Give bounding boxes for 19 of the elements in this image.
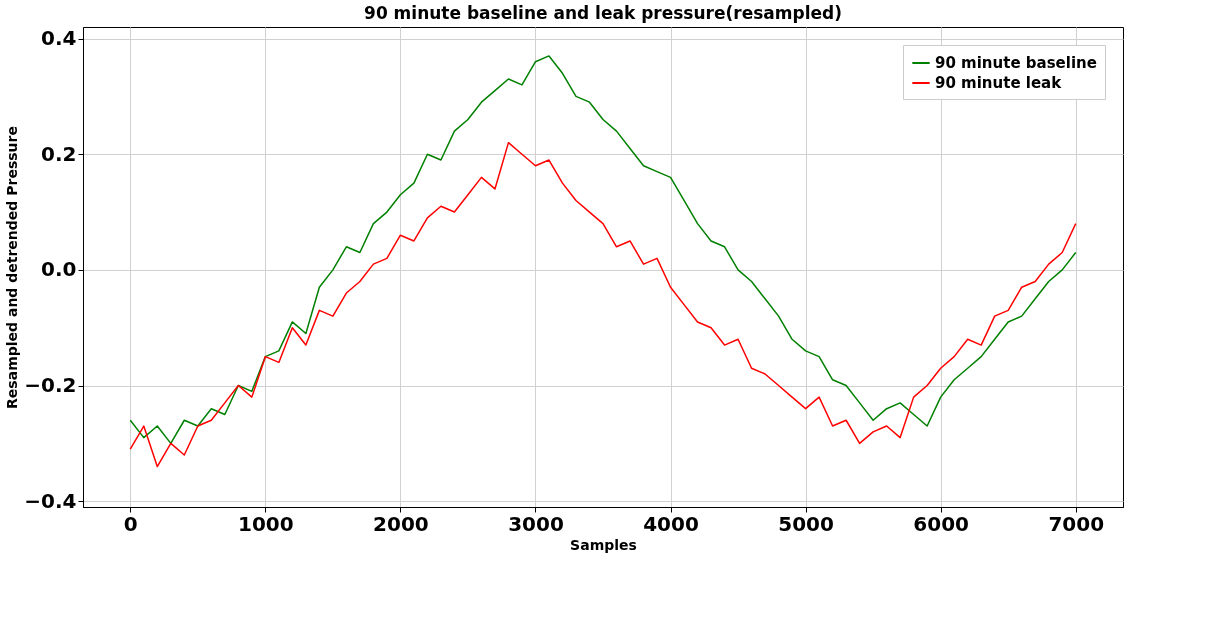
y-axis-title: Resampled and detrended Pressure	[4, 126, 21, 409]
legend-label: 90 minute baseline	[935, 54, 1097, 72]
y-tick-label: −0.4	[24, 488, 77, 513]
x-axis-title: Samples	[570, 536, 637, 553]
x-tick-label: 1000	[238, 511, 294, 536]
y-tick-label: 0.0	[41, 257, 77, 282]
line-series	[129, 141, 1077, 468]
x-tick-label: 5000	[778, 511, 834, 536]
x-tick-label: 3000	[508, 511, 564, 536]
x-tick-label: 4000	[643, 511, 699, 536]
x-tick-label: 0	[123, 511, 138, 536]
chart-title: 90 minute baseline and leak pressure(resampled)	[364, 3, 842, 23]
y-tick-label: 0.2	[41, 141, 77, 166]
y-tick-label: 0.4	[41, 26, 77, 51]
x-tick-label: 7000	[1048, 511, 1105, 536]
x-tick-label: 2000	[373, 511, 429, 536]
x-tick-label: 6000	[913, 511, 969, 536]
y-tick-label: −0.2	[24, 373, 77, 398]
legend-label: 90 minute leak	[935, 74, 1063, 92]
